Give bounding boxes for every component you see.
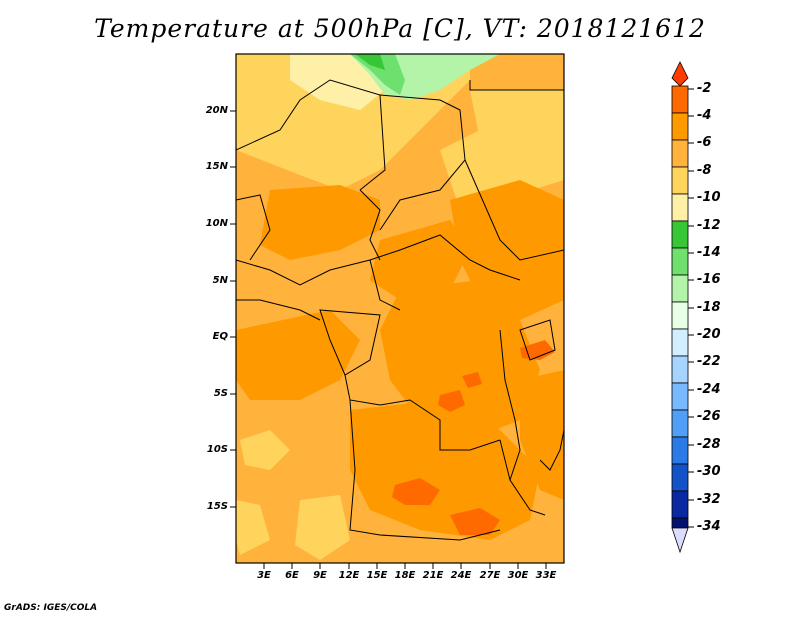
colorbar-swatch [671,274,689,303]
map-title: Temperature at 500hPa [C], VT: 201812161… [94,14,706,43]
colorbar-swatch [671,328,689,357]
colorbar-swatch [671,112,689,141]
lon-label: 24E [450,570,472,581]
colorbar-top-triangle [671,61,689,87]
map-frame [235,53,565,564]
lat-label: 15N [205,161,228,172]
colorbar-label: -34 [697,519,721,534]
colorbar-swatch [671,166,689,195]
colorbar-label: -4 [697,108,712,123]
colorbar-swatch [671,436,689,465]
colorbar-label: -6 [697,135,712,150]
lon-label: 27E [479,570,501,581]
colorbar-label: -30 [697,464,721,479]
colorbar-label: -14 [697,245,721,260]
colorbar-swatch [671,247,689,276]
lon-label: 9E [313,570,327,581]
lat-label: 15S [206,501,228,512]
lat-label: 20N [205,105,228,116]
lat-label: 5N [212,275,228,286]
lon-label: 18E [394,570,416,581]
lon-label: 12E [338,570,360,581]
lat-label: 10N [205,218,228,229]
lon-label: 6E [285,570,299,581]
colorbar [671,61,689,554]
lon-label: 30E [507,570,529,581]
colorbar-swatch [671,85,689,114]
colorbar-label: -24 [697,382,721,397]
colorbar-swatch [671,301,689,330]
colorbar-swatch [671,355,689,384]
lat-label: 5S [213,388,228,399]
colorbar-label: -22 [697,354,721,369]
colorbar-swatch [671,139,689,168]
colorbar-swatch [671,409,689,438]
colorbar-swatch [671,490,689,519]
colorbar-label: -2 [697,81,712,96]
colorbar-label: -28 [697,437,721,452]
colorbar-label: -8 [697,163,712,178]
lon-label: 3E [257,570,271,581]
colorbar-swatch [671,193,689,222]
lat-label: EQ [212,331,228,342]
colorbar-label: -10 [697,190,721,205]
lon-label: 15E [366,570,388,581]
colorbar-swatch [671,463,689,492]
colorbar-label: -20 [697,327,721,342]
colorbar-swatch [671,382,689,411]
colorbar-swatch [671,517,689,529]
temperature-field [236,54,564,563]
colorbar-label: -26 [697,409,721,424]
lon-label: 21E [422,570,444,581]
lon-label: 33E [535,570,557,581]
grads-credit: GrADS: IGES/COLA [4,603,98,613]
colorbar-label: -18 [697,300,721,315]
colorbar-swatch [671,220,689,249]
lat-label: 10S [206,444,228,455]
colorbar-label: -32 [697,492,721,507]
colorbar-label: -16 [697,272,721,287]
colorbar-bottom-triangle [671,527,689,554]
colorbar-label: -12 [697,218,721,233]
